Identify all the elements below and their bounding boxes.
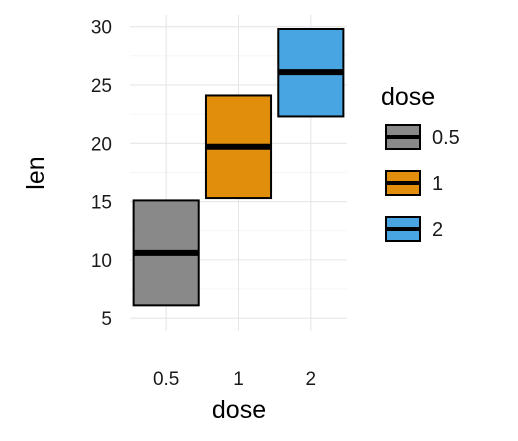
- x-tick-labels: 0.5 1 2: [153, 369, 316, 390]
- x-tick-label: 1: [233, 369, 244, 390]
- boxes: [132, 27, 345, 307]
- legend-label: 1: [432, 173, 443, 195]
- y-tick-label: 20: [91, 134, 112, 155]
- legend: dose 0.5 1 2: [381, 83, 460, 242]
- x-tick-label: 0.5: [153, 369, 179, 390]
- y-tick-label: 5: [101, 309, 112, 330]
- x-tick-label: 2: [306, 369, 317, 390]
- y-tick-label: 25: [91, 76, 112, 97]
- y-axis-title: len: [22, 156, 50, 189]
- legend-label: 2: [432, 219, 443, 241]
- x-axis-title: dose: [212, 396, 266, 424]
- legend-label: 0.5: [432, 127, 460, 149]
- y-tick-label: 15: [91, 193, 112, 214]
- legend-title: dose: [381, 83, 435, 111]
- y-tick-labels: 5 10 15 20 25 30: [91, 18, 112, 331]
- y-tick-label: 10: [91, 251, 112, 272]
- y-tick-label: 30: [91, 18, 112, 39]
